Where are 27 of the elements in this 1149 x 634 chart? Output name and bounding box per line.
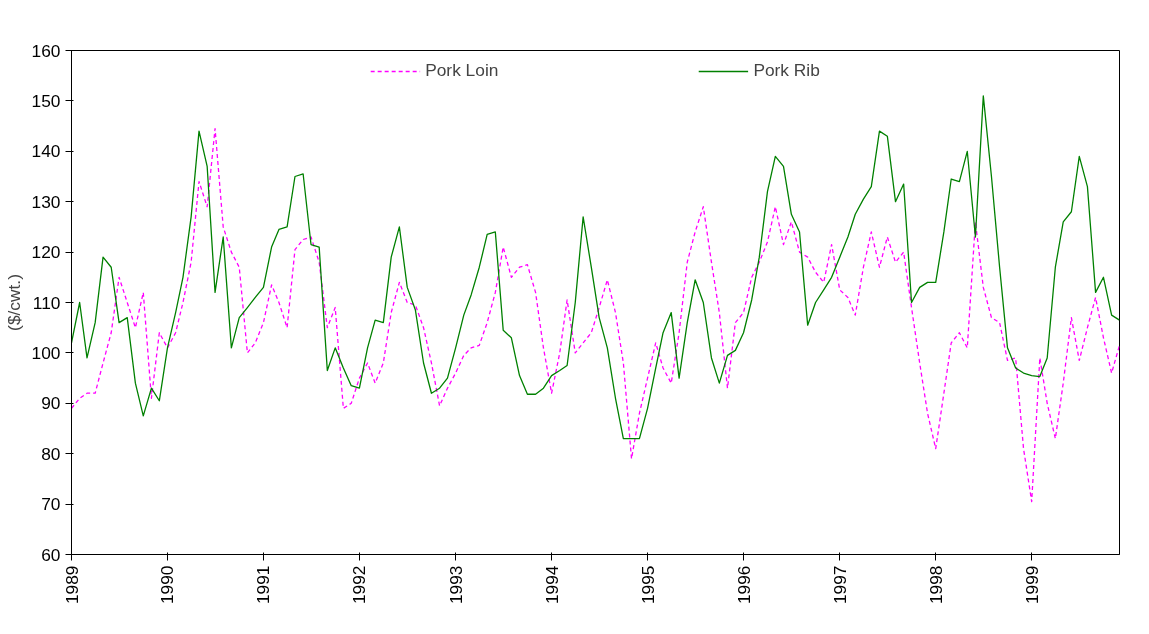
x-tick-label: 1997 (829, 565, 850, 605)
y-tick-label: 70 (41, 494, 61, 515)
y-tick-label: 140 (31, 141, 61, 162)
x-tick-label: 1993 (445, 565, 466, 605)
y-tick-label: 90 (41, 393, 61, 414)
x-tick-label: 1998 (925, 565, 946, 605)
x-tick-label: 1992 (349, 565, 370, 605)
y-tick-label: 80 (41, 443, 61, 464)
legend-label: Pork Rib (753, 60, 820, 81)
line-series (71, 127, 1120, 503)
legend-label: Pork Loin (425, 60, 499, 81)
y-tick-label: 100 (31, 342, 61, 363)
line-series (71, 95, 1120, 440)
y-tick-label: 160 (31, 40, 61, 61)
y-tick-label: 60 (41, 544, 61, 565)
x-tick-label: 1994 (541, 565, 562, 605)
x-tick-label: 1999 (1021, 565, 1042, 605)
y-axis-title: ($/cwt.) (3, 274, 24, 331)
y-tick-label: 110 (32, 292, 61, 313)
y-tick-label: 150 (31, 90, 61, 111)
y-tick-label: 120 (31, 242, 61, 263)
y-tick-label: 130 (31, 191, 61, 212)
x-tick-label: 1996 (733, 565, 754, 605)
x-tick-label: 1990 (157, 565, 178, 605)
x-tick-label: 1989 (61, 565, 82, 605)
x-tick-label: 1995 (637, 565, 658, 605)
x-tick-label: 1991 (253, 565, 274, 605)
